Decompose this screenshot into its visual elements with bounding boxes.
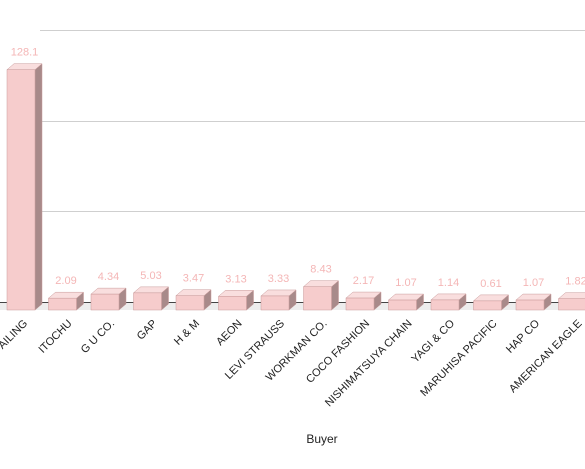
bar [345, 291, 382, 311]
bar [515, 293, 552, 311]
bar [175, 289, 212, 311]
x-axis-title: Buyer [306, 432, 337, 446]
value-label: 128.1 [11, 47, 39, 59]
value-label: 5.03 [140, 270, 161, 282]
bar [90, 287, 127, 311]
value-label: 3.47 [183, 273, 204, 285]
bar [302, 280, 340, 311]
tick-label: AEON [214, 318, 245, 349]
bar-front [90, 293, 120, 311]
value-label: 0.61 [480, 278, 501, 290]
bar-front [345, 297, 375, 311]
bar-front [303, 286, 332, 311]
tick-label: MARUHISA PACIFIC [418, 318, 499, 399]
bar [387, 293, 425, 311]
value-label: 4.34 [98, 271, 119, 283]
tick-label: GAP [135, 318, 160, 343]
value-label: 1.07 [523, 277, 544, 289]
bar [430, 293, 467, 311]
bar [47, 291, 85, 311]
bar [472, 294, 510, 311]
bar-front [260, 295, 290, 311]
value-label: 2.17 [353, 275, 374, 287]
tick-label: ITOCHU [36, 318, 74, 356]
value-label: 1.82 [565, 276, 585, 288]
bar-front [430, 299, 460, 311]
bar [217, 289, 255, 311]
bar-front [48, 297, 77, 311]
value-labels: 128.1 2.09 4.34 5.03 3.47 3.13 3.33 8.43 2.17 1.0… [11, 47, 585, 290]
value-label: 1.07 [395, 277, 416, 289]
tick-label: H & M [172, 318, 202, 348]
bar-side [34, 63, 43, 311]
value-label: 8.43 [310, 264, 331, 276]
value-label: 2.09 [55, 275, 76, 287]
value-label: 3.13 [225, 273, 246, 285]
tick-label: NISHIMATSUYA CHAIN [323, 318, 415, 410]
tick-label: AMERICAN EAGLE [507, 318, 585, 396]
bar-front [473, 300, 502, 311]
tick-label: HAP CO [504, 317, 542, 355]
bar-front [388, 299, 417, 311]
value-label: 3.33 [268, 273, 289, 285]
value-label: 1.14 [438, 277, 459, 289]
bar [260, 289, 297, 311]
bar-front [6, 69, 36, 311]
tick-label-partial-first: AILING [0, 318, 30, 352]
bar-front [175, 295, 205, 311]
bar-front [218, 296, 247, 311]
bar-partial-first [6, 63, 43, 311]
bars [6, 63, 585, 311]
bar-front [133, 292, 162, 311]
tick-label: G U CO. [79, 318, 117, 356]
bar [132, 286, 170, 311]
bar-top [557, 292, 585, 299]
bar-front [558, 298, 585, 311]
bar [557, 292, 585, 311]
bar-front [515, 299, 545, 311]
gridlines [40, 30, 585, 212]
